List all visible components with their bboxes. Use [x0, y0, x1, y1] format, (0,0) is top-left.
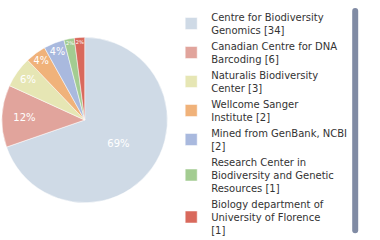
- svg-text:4%: 4%: [50, 46, 65, 57]
- svg-text:Wellcome SangerInstitute [2]: Wellcome SangerInstitute [2]: [211, 99, 299, 123]
- svg-text:4%: 4%: [34, 55, 49, 66]
- svg-text:Canadian Centre for DNABarcodi: Canadian Centre for DNABarcoding [6]: [211, 41, 337, 65]
- svg-text:12%: 12%: [13, 112, 35, 123]
- svg-text:6%: 6%: [20, 74, 36, 85]
- svg-text:2%: 2%: [66, 40, 74, 46]
- svg-text:Biology department ofUniversit: Biology department ofUniversity of Flore…: [211, 199, 324, 236]
- svg-text:Centre for BiodiversityGenomic: Centre for BiodiversityGenomics [34]: [211, 12, 324, 36]
- svg-text:Naturalis BiodiversityCenter [: Naturalis BiodiversityCenter [3]: [211, 70, 318, 94]
- svg-text:2%: 2%: [76, 39, 84, 45]
- svg-text:69%: 69%: [107, 138, 129, 149]
- svg-text:Research Center inBiodiversity: Research Center inBiodiversity and Genet…: [211, 157, 334, 194]
- svg-text:Mined from GenBank, NCBI[2]: Mined from GenBank, NCBI[2]: [211, 128, 347, 152]
